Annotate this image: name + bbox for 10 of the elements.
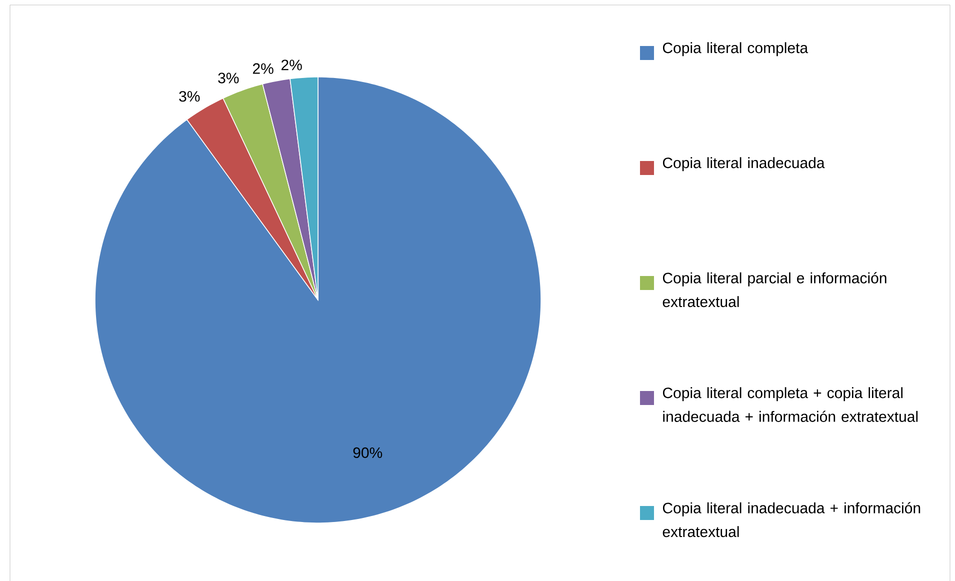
data-label: 2% (282, 60, 302, 70)
data-label: 3% (218, 72, 239, 84)
legend-label: Copia literal inadecuada (662, 157, 825, 172)
legend-label: Copia literal completa (662, 42, 808, 56)
legend-label: Copia literal parcial e información extratextual (662, 272, 886, 308)
legend-label: Copia literal inadecuada + información extratextual (662, 502, 920, 538)
data-label: 90% (353, 447, 382, 458)
legend-label: Copia literal completa + copia literal inadecuada + información extratextual (662, 387, 918, 422)
data-label: 3% (179, 90, 200, 102)
data-label: 2% (252, 63, 274, 74)
